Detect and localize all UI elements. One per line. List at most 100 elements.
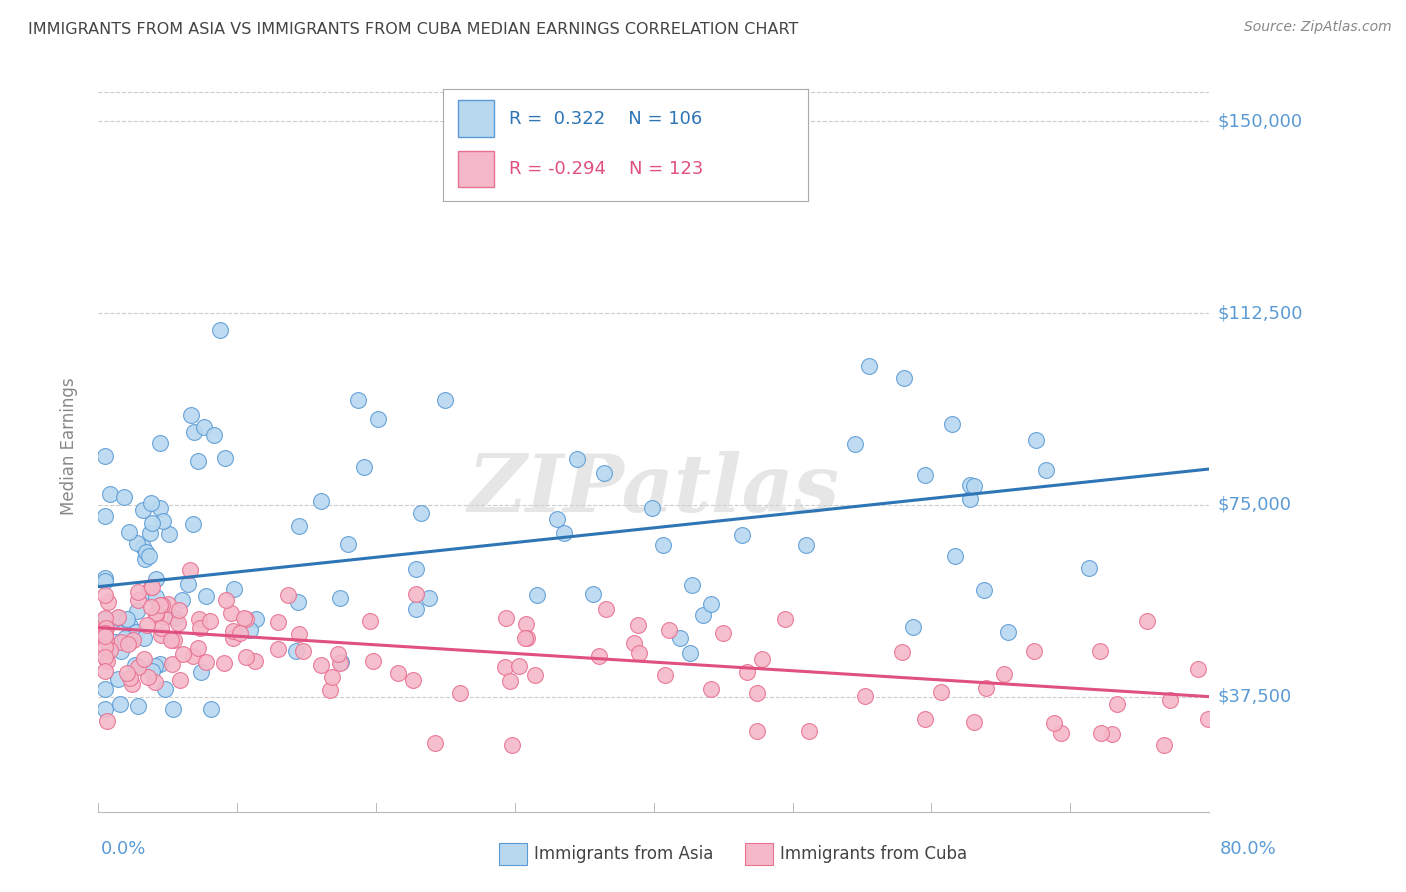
Point <box>190 665 212 679</box>
Point <box>194 589 217 603</box>
Point <box>321 670 343 684</box>
Point <box>202 428 225 442</box>
Point <box>172 647 194 661</box>
Point <box>405 562 427 576</box>
Point <box>588 648 610 663</box>
Text: 0.0%: 0.0% <box>101 840 146 858</box>
Point <box>125 624 148 639</box>
Point <box>153 681 176 696</box>
Point <box>124 657 146 672</box>
Point <box>903 620 925 634</box>
Point <box>163 633 186 648</box>
Point <box>775 612 797 626</box>
Point <box>929 685 952 699</box>
Point <box>181 517 204 532</box>
Point <box>962 479 984 493</box>
Point <box>1197 712 1219 726</box>
Point <box>329 655 352 669</box>
Point <box>433 392 456 407</box>
Point <box>287 627 309 641</box>
Point <box>495 611 517 625</box>
Point <box>367 411 389 425</box>
Point <box>319 682 342 697</box>
Point <box>311 493 333 508</box>
Point <box>526 588 548 602</box>
Point <box>166 615 188 630</box>
Point <box>107 672 129 686</box>
Point <box>287 518 309 533</box>
Point <box>565 451 588 466</box>
Point <box>669 632 692 646</box>
Point <box>94 610 117 624</box>
Point <box>110 697 132 711</box>
Point <box>1153 738 1175 752</box>
Point <box>973 582 995 597</box>
Point <box>652 538 675 552</box>
Bar <box>457 101 494 137</box>
Point <box>94 588 117 602</box>
Point <box>143 658 166 673</box>
Point <box>423 735 446 749</box>
Point <box>153 610 176 624</box>
Point <box>229 626 252 640</box>
Point <box>139 599 162 614</box>
Point <box>508 658 530 673</box>
Point <box>745 686 768 700</box>
Point <box>98 642 121 657</box>
Point <box>135 545 157 559</box>
Point <box>94 622 117 636</box>
Point <box>188 621 211 635</box>
Point <box>149 436 172 450</box>
Point <box>402 673 425 688</box>
Point <box>1035 463 1057 477</box>
Point <box>94 508 117 523</box>
Point <box>582 587 605 601</box>
Point <box>593 466 616 480</box>
Point <box>654 667 676 681</box>
Point <box>221 631 243 645</box>
Point <box>121 633 143 648</box>
Point <box>132 503 155 517</box>
Text: Source: ZipAtlas.com: Source: ZipAtlas.com <box>1244 20 1392 34</box>
Point <box>94 634 117 648</box>
Point <box>1025 433 1047 447</box>
Point <box>180 408 202 422</box>
Point <box>176 577 198 591</box>
Point <box>626 618 648 632</box>
Point <box>141 516 163 530</box>
Point <box>145 607 167 621</box>
Point <box>284 644 307 658</box>
Point <box>387 666 409 681</box>
Point <box>94 640 117 654</box>
Point <box>1078 561 1101 575</box>
Text: $150,000: $150,000 <box>1218 112 1302 130</box>
Point <box>329 591 352 606</box>
Point <box>141 664 163 678</box>
Text: R =  0.322    N = 106: R = 0.322 N = 106 <box>509 110 702 128</box>
Point <box>941 417 963 431</box>
Point <box>114 491 136 505</box>
Point <box>235 612 257 626</box>
Point <box>513 632 536 646</box>
Point <box>127 660 149 674</box>
Point <box>737 665 759 679</box>
Point <box>346 392 368 407</box>
Point <box>353 460 375 475</box>
Point <box>96 714 118 728</box>
Text: IMMIGRANTS FROM ASIA VS IMMIGRANTS FROM CUBA MEDIAN EARNINGS CORRELATION CHART: IMMIGRANTS FROM ASIA VS IMMIGRANTS FROM … <box>28 22 799 37</box>
Point <box>169 673 191 687</box>
Point <box>623 636 645 650</box>
Point <box>136 670 159 684</box>
Point <box>974 681 997 695</box>
Point <box>94 621 117 635</box>
Point <box>959 478 981 492</box>
Point <box>277 588 299 602</box>
Point <box>200 702 222 716</box>
Point <box>641 500 664 515</box>
Point <box>731 528 754 542</box>
Point <box>94 571 117 585</box>
Point <box>326 647 349 661</box>
Point <box>209 323 232 337</box>
Point <box>361 654 384 668</box>
Point <box>449 686 471 700</box>
